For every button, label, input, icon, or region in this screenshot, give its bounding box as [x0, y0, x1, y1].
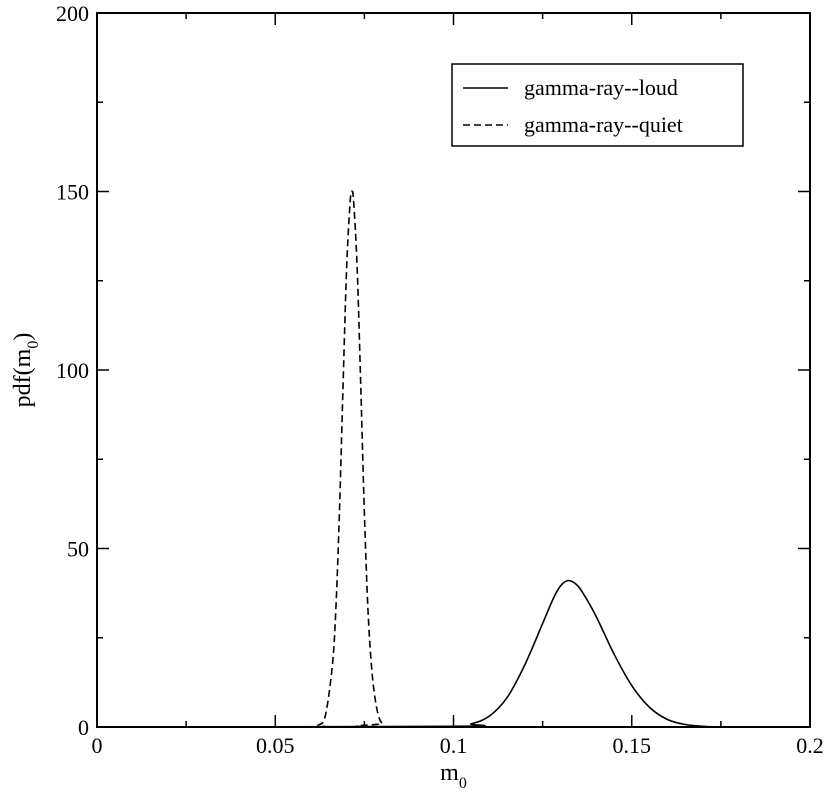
- x-axis-title-base: m: [440, 760, 459, 786]
- x-tick-label: 0.1: [440, 733, 468, 758]
- series-group: [96, 190, 811, 728]
- x-tick-label: 0.05: [256, 733, 295, 758]
- y-axis-title-prefix: pdf(m: [10, 348, 36, 407]
- series-line-1: [96, 190, 810, 728]
- plot-frame: [96, 12, 811, 728]
- y-axis-title-suffix: ): [10, 333, 36, 341]
- x-axis-title-sub: 0: [459, 775, 467, 792]
- tick-labels: 0 0.05 0.1 0.15 0.2 0 50 100 150 200: [56, 1, 824, 758]
- y-axis-title-sub: 0: [25, 341, 42, 349]
- x-axis-title: m0: [440, 760, 467, 792]
- legend: gamma-ray--loud gamma-ray--quiet: [451, 63, 744, 147]
- y-axis-title: pdf(m0): [10, 333, 42, 408]
- y-tick-label: 150: [56, 180, 89, 205]
- x-tick-label: 0.2: [796, 733, 824, 758]
- series-line-0: [96, 579, 811, 728]
- legend-label-quiet: gamma-ray--quiet: [524, 112, 683, 137]
- x-tick-label: 0.15: [613, 733, 652, 758]
- legend-label-loud: gamma-ray--loud: [524, 75, 678, 100]
- y-tick-label: 100: [56, 358, 89, 383]
- legend-box: [451, 63, 744, 147]
- x-tick-label: 0: [92, 733, 103, 758]
- y-tick-label: 200: [56, 1, 89, 26]
- y-tick-label: 0: [78, 715, 89, 740]
- y-tick-label: 50: [67, 537, 89, 562]
